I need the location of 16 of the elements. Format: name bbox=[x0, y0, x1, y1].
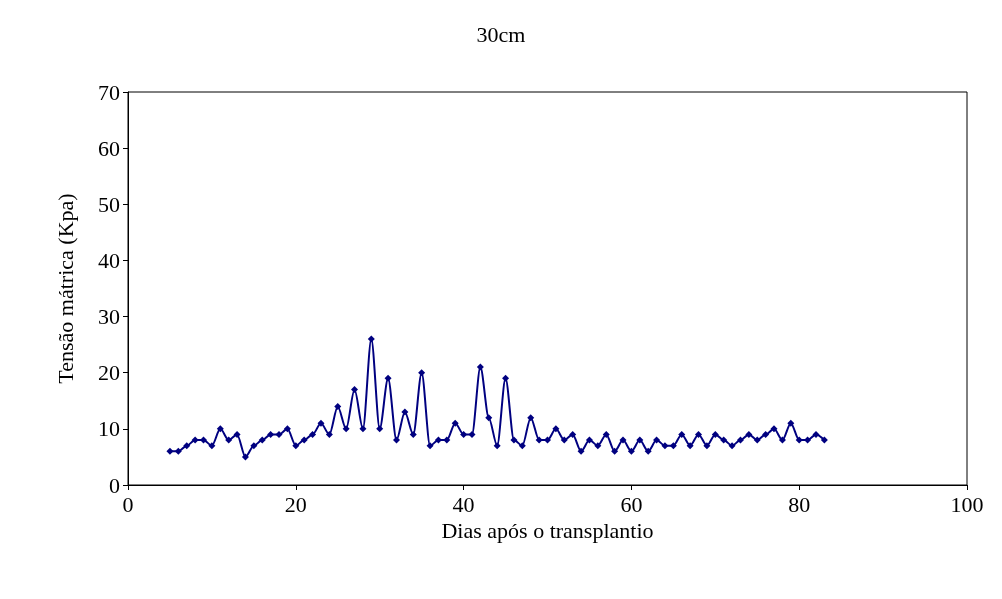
x-tick-label: 100 bbox=[950, 491, 984, 517]
x-tick-label: 80 bbox=[788, 491, 811, 517]
y-tick-label: 20 bbox=[98, 360, 120, 386]
y-axis-title: Tensão mátrica (Kpa) bbox=[52, 193, 78, 384]
x-tick-label: 20 bbox=[284, 491, 307, 517]
y-tick-label: 30 bbox=[98, 304, 120, 330]
y-tick-label: 70 bbox=[98, 79, 120, 105]
y-tick-label: 0 bbox=[109, 472, 120, 498]
y-tick-label: 40 bbox=[98, 247, 120, 273]
y-tick-label: 10 bbox=[98, 416, 120, 442]
x-axis-title: Dias após o transplantio bbox=[441, 518, 654, 544]
x-tick-label: 60 bbox=[620, 491, 643, 517]
y-tick-label: 60 bbox=[98, 135, 120, 161]
x-tick-label: 40 bbox=[452, 491, 475, 517]
chart-title: 30cm bbox=[476, 21, 526, 47]
y-tick-label: 50 bbox=[98, 191, 120, 217]
